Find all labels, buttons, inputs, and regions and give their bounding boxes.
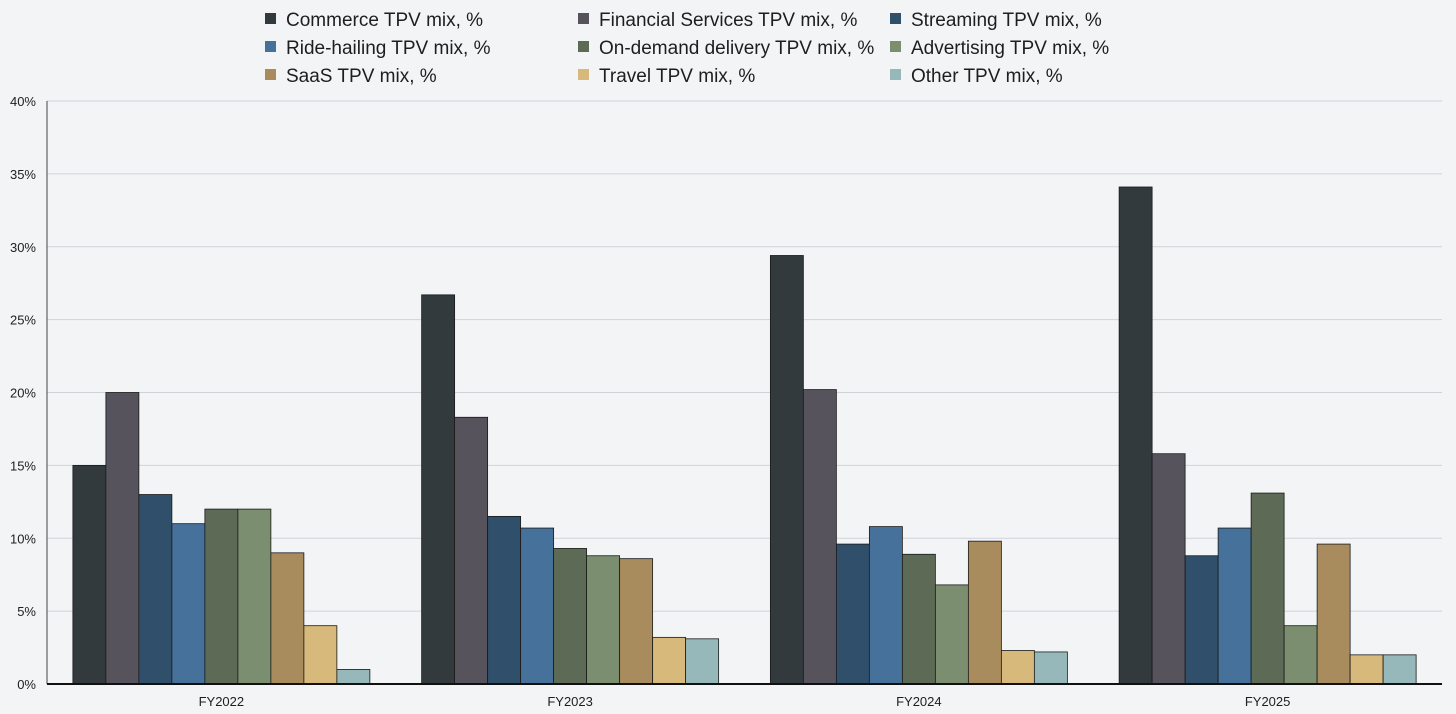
bar-travel-tpv-mix-fy2022 — [303, 625, 338, 685]
legend-label: SaaS TPV mix, % — [286, 66, 437, 87]
bar-on-demand-delivery-tpv-mix-fy2025 — [1250, 492, 1285, 685]
axes — [46, 101, 1442, 685]
bars — [72, 186, 1417, 685]
bar-on-demand-delivery-tpv-mix-fy2023 — [553, 548, 588, 685]
bar-commerce-tpv-mix-fy2024 — [769, 255, 804, 685]
y-tick-label: 15% — [10, 458, 36, 473]
legend: Commerce TPV mix, % Financial Services TP… — [265, 10, 1109, 87]
legend-swatch — [890, 69, 901, 80]
bar-saas-tpv-mix-fy2025 — [1316, 543, 1351, 685]
bar-advertising-tpv-mix-fy2022 — [237, 508, 272, 685]
bar-group-fy2024 — [769, 255, 1068, 685]
legend-item-on-demand-delivery-tpv-mix: On-demand delivery TPV mix, % — [578, 38, 874, 59]
bar-ride-hailing-tpv-mix-fy2024 — [868, 526, 903, 685]
legend-item-saas-tpv-mix: SaaS TPV mix, % — [265, 66, 437, 87]
bar-saas-tpv-mix-fy2022 — [270, 552, 305, 685]
bar-financial-services-tpv-mix-fy2023 — [454, 416, 489, 685]
legend-swatch — [578, 13, 589, 24]
legend-item-commerce-tpv-mix: Commerce TPV mix, % — [265, 10, 483, 31]
bar-saas-tpv-mix-fy2024 — [967, 540, 1002, 685]
bar-saas-tpv-mix-fy2023 — [619, 558, 654, 685]
bar-commerce-tpv-mix-fy2022 — [72, 464, 107, 685]
legend-item-ride-hailing-tpv-mix: Ride-hailing TPV mix, % — [265, 38, 491, 59]
y-axis-ticks: 0% 5% 10% 15% 20% 25% 30% 35% 40% — [10, 94, 36, 692]
bar-financial-services-tpv-mix-fy2022 — [105, 392, 140, 685]
legend-item-financial-services-tpv-mix: Financial Services TPV mix, % — [578, 10, 857, 31]
legend-label: On-demand delivery TPV mix, % — [599, 38, 874, 59]
legend-label: Streaming TPV mix, % — [911, 10, 1102, 31]
legend-label: Other TPV mix, % — [911, 66, 1063, 87]
legend-swatch — [578, 69, 589, 80]
bar-on-demand-delivery-tpv-mix-fy2024 — [901, 553, 936, 685]
bar-travel-tpv-mix-fy2025 — [1349, 654, 1384, 685]
x-tick-label: FY2023 — [547, 694, 593, 709]
bar-streaming-tpv-mix-fy2024 — [835, 543, 870, 685]
legend-swatch — [578, 41, 589, 52]
bar-group-fy2023 — [421, 294, 720, 685]
legend-swatch — [265, 13, 276, 24]
bar-advertising-tpv-mix-fy2025 — [1283, 625, 1318, 685]
bar-group-fy2025 — [1118, 186, 1417, 685]
bar-travel-tpv-mix-fy2023 — [652, 636, 687, 685]
legend-label: Travel TPV mix, % — [599, 66, 755, 87]
legend-swatch — [265, 41, 276, 52]
y-tick-label: 10% — [10, 531, 36, 546]
y-tick-label: 30% — [10, 240, 36, 255]
bar-group-fy2022 — [72, 392, 371, 685]
bar-commerce-tpv-mix-fy2025 — [1118, 186, 1153, 685]
legend-label: Commerce TPV mix, % — [286, 10, 483, 31]
legend-swatch — [265, 69, 276, 80]
bar-streaming-tpv-mix-fy2022 — [138, 494, 173, 685]
legend-label: Ride-hailing TPV mix, % — [286, 38, 491, 59]
y-tick-label: 25% — [10, 313, 36, 328]
bar-ride-hailing-tpv-mix-fy2022 — [171, 523, 206, 685]
bar-advertising-tpv-mix-fy2024 — [934, 584, 969, 685]
bar-advertising-tpv-mix-fy2023 — [586, 555, 621, 685]
bar-financial-services-tpv-mix-fy2024 — [802, 389, 837, 685]
gridlines — [47, 100, 1442, 612]
x-tick-label: FY2025 — [1245, 694, 1291, 709]
bar-other-tpv-mix-fy2022 — [336, 669, 371, 685]
legend-swatch — [890, 13, 901, 24]
legend-item-other-tpv-mix: Other TPV mix, % — [890, 66, 1063, 87]
legend-item-streaming-tpv-mix: Streaming TPV mix, % — [890, 10, 1102, 31]
y-tick-label: 35% — [10, 167, 36, 182]
bar-commerce-tpv-mix-fy2023 — [421, 294, 456, 685]
bar-other-tpv-mix-fy2023 — [685, 638, 720, 685]
bar-travel-tpv-mix-fy2024 — [1000, 650, 1035, 685]
y-tick-label: 40% — [10, 94, 36, 109]
bar-streaming-tpv-mix-fy2023 — [487, 515, 522, 685]
bar-ride-hailing-tpv-mix-fy2025 — [1217, 527, 1252, 685]
legend-label: Advertising TPV mix, % — [911, 38, 1109, 59]
legend-item-travel-tpv-mix: Travel TPV mix, % — [578, 66, 755, 87]
bar-ride-hailing-tpv-mix-fy2023 — [520, 527, 555, 685]
bar-financial-services-tpv-mix-fy2025 — [1151, 453, 1186, 685]
x-tick-label: FY2022 — [199, 694, 245, 709]
bar-streaming-tpv-mix-fy2025 — [1184, 555, 1219, 685]
legend-label: Financial Services TPV mix, % — [599, 10, 857, 31]
legend-item-advertising-tpv-mix: Advertising TPV mix, % — [890, 38, 1109, 59]
legend-swatch — [890, 41, 901, 52]
x-axis-ticks: FY2022 FY2023 FY2024 FY2025 — [199, 694, 1291, 709]
y-tick-label: 0% — [17, 677, 36, 692]
x-tick-label: FY2024 — [896, 694, 942, 709]
y-tick-label: 20% — [10, 386, 36, 401]
bar-other-tpv-mix-fy2025 — [1382, 654, 1417, 685]
y-tick-label: 5% — [17, 604, 36, 619]
bar-other-tpv-mix-fy2024 — [1033, 651, 1068, 685]
bar-on-demand-delivery-tpv-mix-fy2022 — [204, 508, 239, 685]
